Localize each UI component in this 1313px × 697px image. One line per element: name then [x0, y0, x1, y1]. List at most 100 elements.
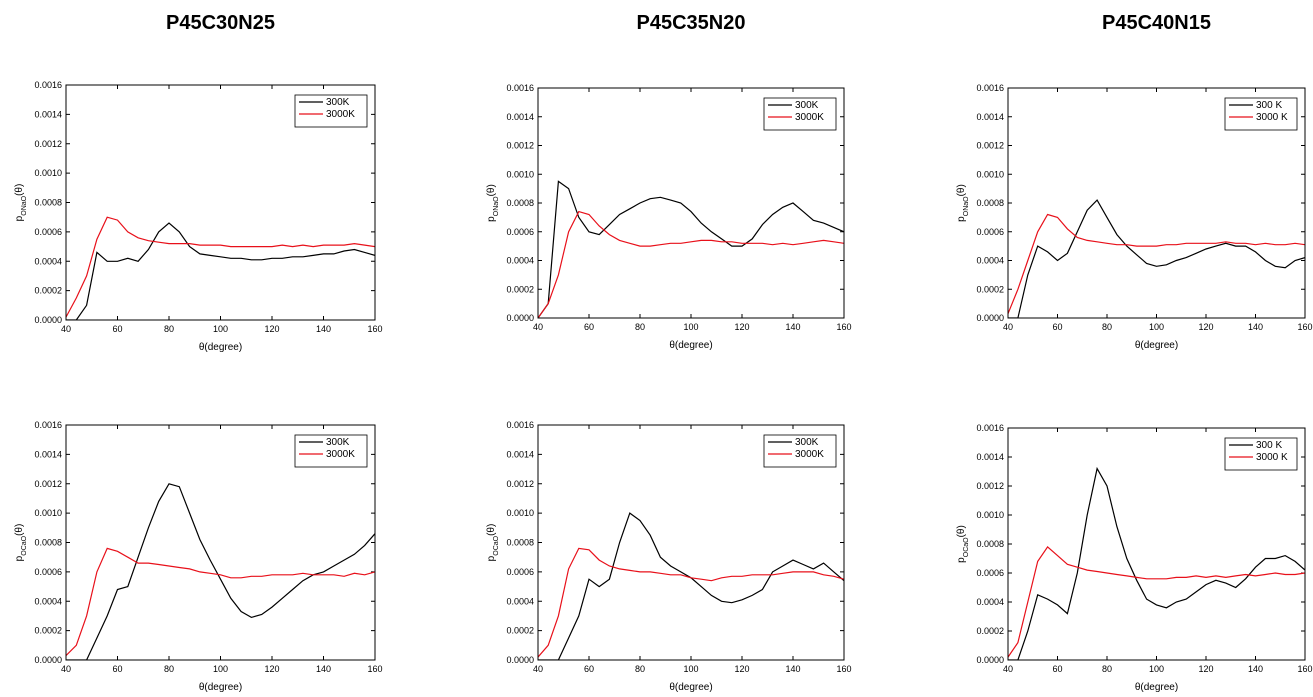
chart-title: P45C40N15: [1102, 12, 1211, 34]
legend-label: 3000K: [326, 109, 355, 120]
y-tick-label: 0.0006: [976, 568, 1004, 578]
y-tick-label: 0.0000: [506, 313, 534, 323]
y-axis-label-part: OCaO: [21, 535, 28, 555]
x-axis-label: θ(degree): [199, 342, 242, 353]
y-tick-label: 0.0014: [976, 112, 1004, 122]
legend-label: 3000 K: [1256, 452, 1288, 463]
data-line: [66, 216, 375, 318]
x-tick-label: 100: [1149, 322, 1164, 332]
y-axis-label-part: ONaO: [493, 196, 500, 216]
y-tick-label: 0.0012: [506, 479, 534, 489]
y-tick-label: 0.0004: [34, 596, 62, 606]
y-tick-label: 0.0014: [34, 109, 62, 119]
data-line: [1008, 546, 1305, 658]
y-tick-label: 0.0016: [976, 83, 1004, 93]
x-tick-label: 100: [213, 324, 228, 334]
x-tick-label: 40: [1003, 322, 1013, 332]
y-axis-label-part: (θ): [486, 184, 497, 196]
x-axis-label: θ(degree): [669, 340, 712, 351]
y-tick-label: 0.0014: [976, 452, 1004, 462]
y-tick-label: 0.0010: [34, 508, 62, 518]
legend-box: [1224, 97, 1298, 131]
x-tick-label: 80: [635, 664, 645, 674]
y-tick-label: 0.0016: [506, 83, 534, 93]
plot: 0.0000 0.0002 0.0004 0.0006 0.0008 0.0010 0.00…: [14, 80, 383, 353]
legend-label: 3000K: [795, 449, 824, 460]
y-tick-label: 0.0002: [976, 626, 1004, 636]
y-tick-label: 0.0000: [34, 655, 62, 665]
x-tick-label: 140: [785, 322, 800, 332]
x-tick-label: 60: [584, 322, 594, 332]
x-tick-label: 120: [734, 664, 749, 674]
data-line: [538, 512, 844, 660]
y-tick-label: 0.0012: [506, 141, 534, 151]
y-tick-label: 0.0006: [506, 567, 534, 577]
y-tick-label: 0.0000: [976, 313, 1004, 323]
y-tick-label: 0.0006: [506, 227, 534, 237]
y-tick-label: 0.0014: [506, 112, 534, 122]
y-tick-label: 0.0010: [34, 168, 62, 178]
y-tick-label: 0.0008: [506, 198, 534, 208]
x-tick-label: 140: [1248, 322, 1263, 332]
x-tick-label: 80: [164, 324, 174, 334]
legend-box: [1224, 437, 1298, 471]
x-tick-label: 160: [367, 324, 382, 334]
y-axis-label: pONaO(θ): [486, 184, 500, 222]
y-tick-label: 0.0010: [506, 169, 534, 179]
plot: 0.0000 0.0002 0.0004 0.0006 0.0008 0.0010 0.00…: [956, 423, 1313, 693]
x-tick-label: 160: [836, 664, 851, 674]
chart-title: P45C30N25: [166, 12, 275, 34]
y-axis-label-part: OCaO: [493, 535, 500, 555]
legend-label: 300 K: [1256, 440, 1282, 451]
y-tick-label: 0.0002: [506, 284, 534, 294]
y-axis-label-part: p: [486, 216, 497, 222]
y-tick-label: 0.0006: [34, 227, 62, 237]
x-tick-label: 80: [635, 322, 645, 332]
x-tick-label: 100: [1149, 664, 1164, 674]
plot-frame: [537, 424, 845, 661]
y-tick-label: 0.0002: [34, 286, 62, 296]
y-axis-label: pOCaO(θ): [14, 524, 28, 562]
y-tick-label: 0.0008: [976, 198, 1004, 208]
y-tick-label: 0.0008: [34, 198, 62, 208]
y-tick-label: 0.0000: [34, 315, 62, 325]
x-axis-label: θ(degree): [1135, 682, 1178, 693]
y-tick-label: 0.0000: [976, 655, 1004, 665]
x-tick-label: 60: [112, 664, 122, 674]
y-axis-label: pOCaO(θ): [486, 524, 500, 562]
x-tick-label: 120: [1198, 664, 1213, 674]
x-tick-label: 40: [61, 324, 71, 334]
x-tick-label: 140: [316, 324, 331, 334]
y-tick-label: 0.0010: [976, 169, 1004, 179]
y-tick-label: 0.0002: [506, 626, 534, 636]
x-tick-label: 40: [61, 664, 71, 674]
plot-frame: [65, 84, 376, 321]
data-line: [1008, 213, 1305, 314]
y-tick-label: 0.0008: [506, 538, 534, 548]
y-tick-label: 0.0012: [34, 479, 62, 489]
y-tick-label: 0.0016: [976, 423, 1004, 433]
legend-box: [294, 434, 368, 468]
legend-label: 3000K: [326, 449, 355, 460]
y-tick-label: 0.0006: [34, 567, 62, 577]
x-tick-label: 160: [367, 664, 382, 674]
y-axis-label-part: p: [14, 555, 25, 561]
y-axis-label-part: ONaO: [963, 196, 970, 216]
x-tick-label: 120: [264, 324, 279, 334]
data-line: [66, 222, 375, 320]
y-tick-label: 0.0002: [34, 626, 62, 636]
x-tick-label: 40: [533, 664, 543, 674]
y-tick-label: 0.0008: [34, 538, 62, 548]
x-tick-label: 60: [112, 324, 122, 334]
y-axis-label-part: OCaO: [963, 537, 970, 557]
data-line: [538, 210, 844, 318]
data-line: [66, 483, 375, 660]
chart-title: P45C35N20: [637, 12, 746, 34]
x-tick-label: 140: [785, 664, 800, 674]
y-tick-label: 0.0016: [34, 80, 62, 90]
y-axis-label: pONaO(θ): [956, 184, 970, 222]
plot-frame: [1007, 427, 1306, 661]
y-tick-label: 0.0012: [34, 139, 62, 149]
y-axis-label-part: ONaO: [21, 195, 28, 215]
plot: 0.0000 0.0002 0.0004 0.0006 0.0008 0.0010 0.00…: [486, 83, 852, 351]
